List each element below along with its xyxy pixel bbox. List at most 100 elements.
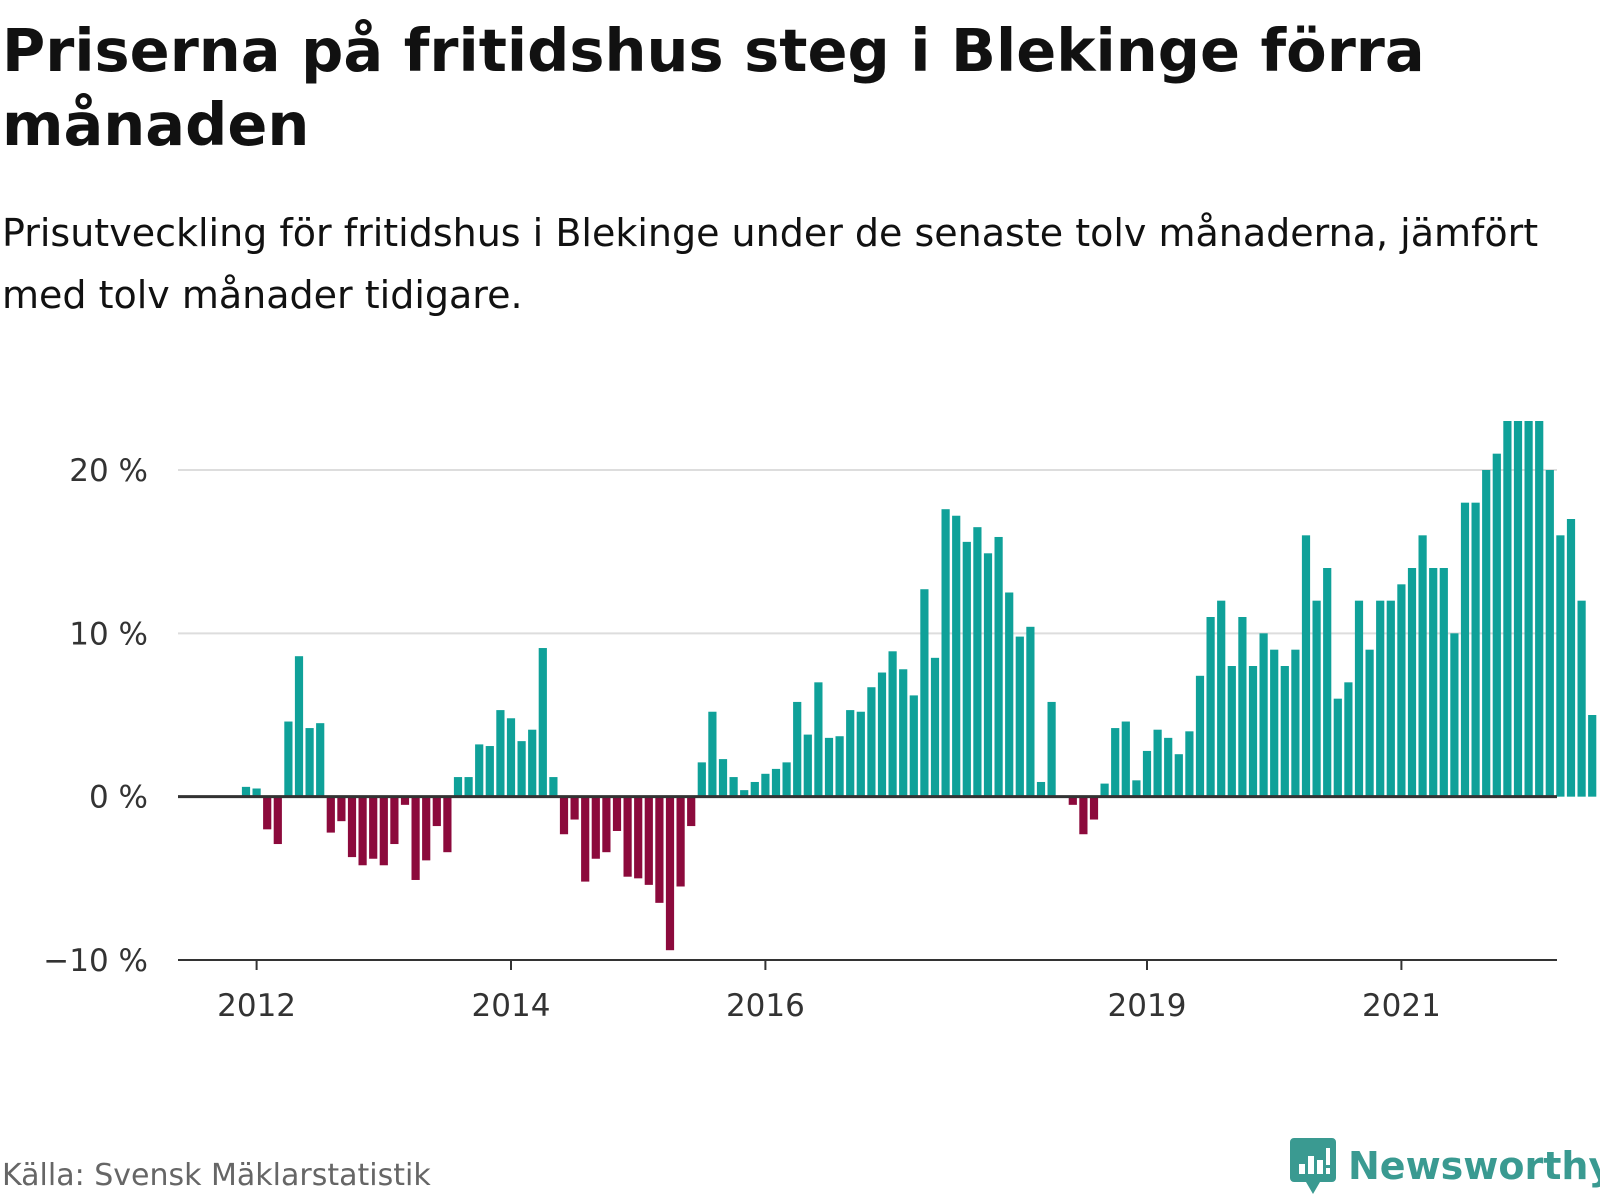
bar [1439,568,1448,797]
x-tick-label: 2021 [1362,988,1441,1024]
bar [432,796,441,827]
bar [761,773,770,797]
bar [835,736,844,797]
bar [708,711,717,797]
axes [178,795,1557,970]
bar [549,777,558,797]
bar [1492,453,1501,797]
bar [1344,682,1353,797]
bar [676,796,685,887]
bar [1407,568,1417,797]
bar [1333,698,1342,797]
bar [824,737,834,797]
bar [1259,633,1268,797]
bar [750,781,759,797]
bar [1206,617,1215,797]
bar [1153,729,1162,797]
bar [867,687,876,797]
bar [909,695,918,797]
bar [973,527,982,797]
x-tick-label: 2016 [726,988,805,1024]
bar [475,744,484,797]
bar [1588,715,1597,797]
bar [1068,796,1077,805]
bar [740,790,749,797]
source-note: Källa: Svensk Mäklarstatistik [2,1158,431,1193]
bar [1513,421,1523,797]
bar [422,796,431,861]
bar [1142,750,1152,797]
bar [305,728,314,797]
bar [1079,796,1088,835]
chart-title: Priserna på fritidshus steg i Blekinge f… [2,16,1425,159]
y-tick-label: −10 % [43,943,148,979]
bar [1217,600,1226,797]
bar [771,768,781,797]
bar [400,796,410,805]
bar [920,589,929,797]
bar [1301,535,1311,797]
bar [1036,781,1046,797]
bar [369,796,378,859]
y-tick-label: 20 % [69,453,148,489]
bar [496,710,505,797]
bar [952,515,961,797]
bar [655,796,664,903]
bar [1524,421,1533,797]
bar [1535,421,1544,797]
bar [1089,796,1099,820]
bar [337,796,346,822]
bar [1185,731,1194,797]
bar [485,746,494,797]
x-tick-label: 2019 [1108,988,1187,1024]
bar [528,729,537,797]
bar [623,796,632,877]
bar [1376,600,1385,797]
bar [814,682,823,797]
bar [994,536,1003,797]
bar [1503,421,1512,797]
bar [241,786,251,797]
bar [1365,649,1374,797]
bar [1450,633,1459,797]
bar [1227,666,1236,797]
bar [506,718,516,797]
bar [347,796,357,858]
bar [899,669,908,797]
bar [411,796,420,880]
bar [1248,666,1258,797]
x-tick-label: 2012 [217,988,296,1024]
newsworthy-logo[interactable]: Newsworthy [1290,1138,1600,1194]
bar [1195,675,1205,797]
bar [326,796,335,833]
bar [930,657,940,797]
bar [1100,783,1109,797]
bar [273,796,282,845]
bar [782,762,791,797]
bar [877,672,887,797]
bar [888,651,897,797]
bar [1397,584,1406,797]
bar [581,796,590,882]
bar [1280,666,1289,797]
bar [284,721,293,797]
tick-labels: 20 %10 %0 %−10 %201220142016201920212023… [43,453,1441,1024]
bar [1270,649,1279,797]
bars [241,421,1597,951]
bar [1418,535,1427,797]
bar [793,701,802,797]
bar [729,777,738,797]
bar [1482,470,1491,797]
bar [1047,701,1056,797]
bar [718,759,728,797]
bar [1429,568,1438,797]
bar [803,734,812,797]
bar [358,796,367,866]
bar [1471,502,1480,797]
bar [1121,721,1130,797]
bar [1291,649,1300,797]
brand-name: Newsworthy [1348,1144,1600,1188]
bar [316,723,325,797]
x-tick-label: 2014 [472,988,551,1024]
